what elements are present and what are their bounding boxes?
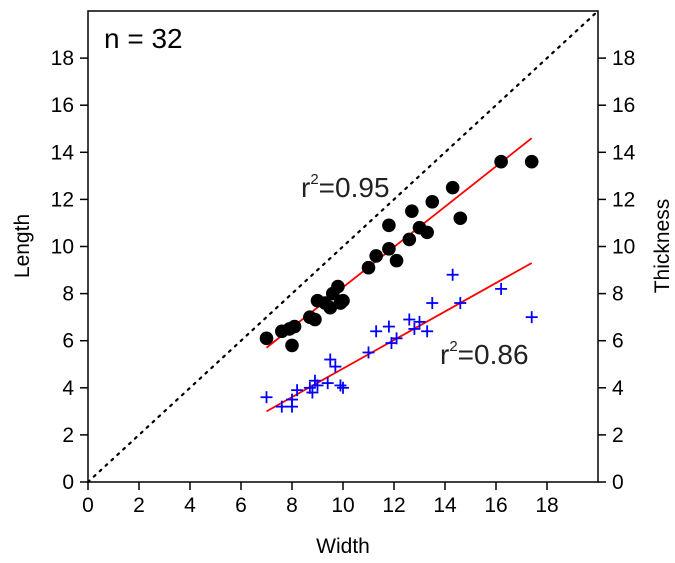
y-axis-title: Length: [11, 214, 34, 278]
y-tick-label: 10: [51, 236, 74, 259]
y2-axis-title: Thickness: [651, 199, 674, 294]
data-point-plus: [291, 384, 304, 397]
data-point-circle: [389, 253, 404, 268]
x-tick-label: 2: [133, 494, 145, 517]
y-tick-label: 16: [51, 94, 74, 117]
data-point-circle: [402, 232, 417, 247]
data-point-circle: [369, 249, 383, 263]
data-point-plus: [334, 379, 347, 392]
data-point-plus: [454, 297, 467, 310]
data-point-plus: [525, 311, 538, 324]
r-squared-label-blue: r2=0.86: [440, 338, 529, 370]
y2-tick-label: 2: [612, 424, 624, 447]
x-axis-title: Width: [316, 535, 370, 558]
points-layer: [259, 154, 539, 413]
data-point-circle: [382, 218, 396, 233]
n-annotation: n = 32: [104, 23, 183, 54]
y-tick-label: 12: [51, 188, 74, 211]
y2-tick-label: 18: [612, 47, 635, 70]
reference-line-y-equals-x: [86, 9, 600, 484]
data-point-circle: [323, 300, 338, 315]
x-tick-label: 16: [484, 494, 507, 517]
r-squared-label-black: r2=0.95: [301, 171, 390, 203]
x-tick-label: 14: [433, 494, 457, 517]
y-tick-label: 4: [62, 377, 74, 400]
y2-tick-label: 4: [612, 377, 624, 400]
data-point-plus: [286, 393, 298, 406]
r-squared-value: =0.86: [458, 339, 529, 370]
data-point-plus: [329, 360, 342, 373]
r-squared-sup: 2: [310, 171, 318, 188]
data-point-circle: [420, 225, 434, 240]
data-point-plus: [306, 386, 319, 399]
x-tick-label: 10: [331, 494, 354, 517]
data-point-circle: [445, 180, 460, 195]
y-tick-label: 18: [51, 47, 74, 70]
data-point-plus: [403, 313, 416, 326]
r-squared-r: r: [440, 339, 449, 370]
x-tick-label: 4: [184, 494, 196, 517]
y-tick-label: 8: [62, 283, 74, 306]
data-point-circle: [425, 194, 440, 209]
x-tick-label: 8: [286, 494, 298, 517]
y2-tick-label: 10: [612, 236, 635, 259]
data-point-plus: [370, 325, 383, 338]
y-tick-label: 6: [62, 330, 74, 353]
reference-line-layer: [86, 9, 600, 484]
y2-tick-label: 0: [612, 471, 624, 494]
data-point-circle: [453, 211, 468, 226]
y2-tick-label: 6: [612, 330, 624, 353]
data-point-circle: [308, 312, 322, 327]
data-point-circle: [382, 242, 396, 256]
x-tick-label: 6: [235, 494, 247, 517]
r-squared-r: r: [301, 172, 310, 203]
y-tick-label: 14: [51, 141, 75, 164]
data-point-circle: [405, 204, 419, 218]
r-squared-value: =0.95: [319, 172, 390, 203]
data-point-circle: [524, 154, 539, 169]
y2-tick-label: 14: [612, 141, 636, 164]
y2-tick-label: 16: [612, 94, 635, 117]
data-point-plus: [337, 381, 349, 394]
data-point-plus: [413, 315, 426, 328]
fit-line-series-2: [266, 262, 533, 413]
data-point-plus: [324, 353, 337, 366]
data-point-plus: [382, 320, 395, 333]
data-point-plus: [311, 379, 324, 392]
x-tick-label: 0: [82, 494, 94, 517]
data-point-circle: [494, 154, 508, 169]
r-squared-sup: 2: [449, 338, 457, 355]
data-point-circle: [287, 319, 302, 334]
y2-tick-label: 12: [612, 188, 635, 211]
data-point-plus: [390, 332, 403, 345]
data-point-plus: [275, 400, 288, 413]
y2-tick-label: 8: [612, 283, 624, 306]
data-point-plus: [362, 346, 375, 359]
data-point-plus: [426, 297, 439, 310]
y-tick-label: 2: [62, 424, 74, 447]
data-point-plus: [260, 391, 273, 404]
data-point-circle: [336, 293, 350, 308]
data-point-circle: [331, 279, 345, 294]
data-point-circle: [285, 338, 299, 353]
data-point-plus: [446, 268, 459, 281]
data-point-plus: [495, 282, 508, 295]
data-point-circle: [259, 331, 274, 346]
x-tick-label: 12: [382, 494, 405, 517]
data-point-plus: [421, 325, 434, 338]
x-tick-label: 18: [535, 494, 558, 517]
data-point-plus: [321, 377, 334, 390]
data-point-circle: [361, 260, 376, 275]
data-point-plus: [408, 322, 421, 335]
y-tick-label: 0: [62, 471, 74, 494]
